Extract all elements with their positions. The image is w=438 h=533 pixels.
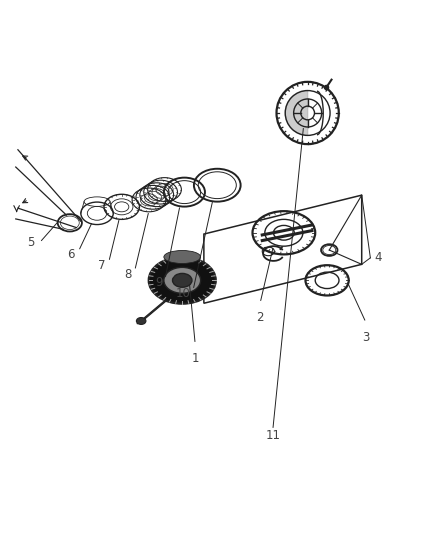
Ellipse shape [173,273,192,287]
Polygon shape [137,291,178,324]
Text: 10: 10 [176,287,191,300]
Text: 7: 7 [98,259,105,272]
Ellipse shape [164,268,201,293]
Text: 4: 4 [374,252,382,264]
Polygon shape [285,91,307,135]
Text: 8: 8 [124,268,131,281]
Text: 11: 11 [265,429,281,442]
Ellipse shape [149,257,216,304]
Text: 5: 5 [27,236,34,249]
Ellipse shape [164,251,201,263]
Text: 3: 3 [362,330,370,343]
Text: 2: 2 [256,311,264,324]
Text: 9: 9 [155,277,163,289]
Text: 6: 6 [67,248,74,261]
Ellipse shape [136,318,146,325]
Text: 1: 1 [191,352,199,365]
